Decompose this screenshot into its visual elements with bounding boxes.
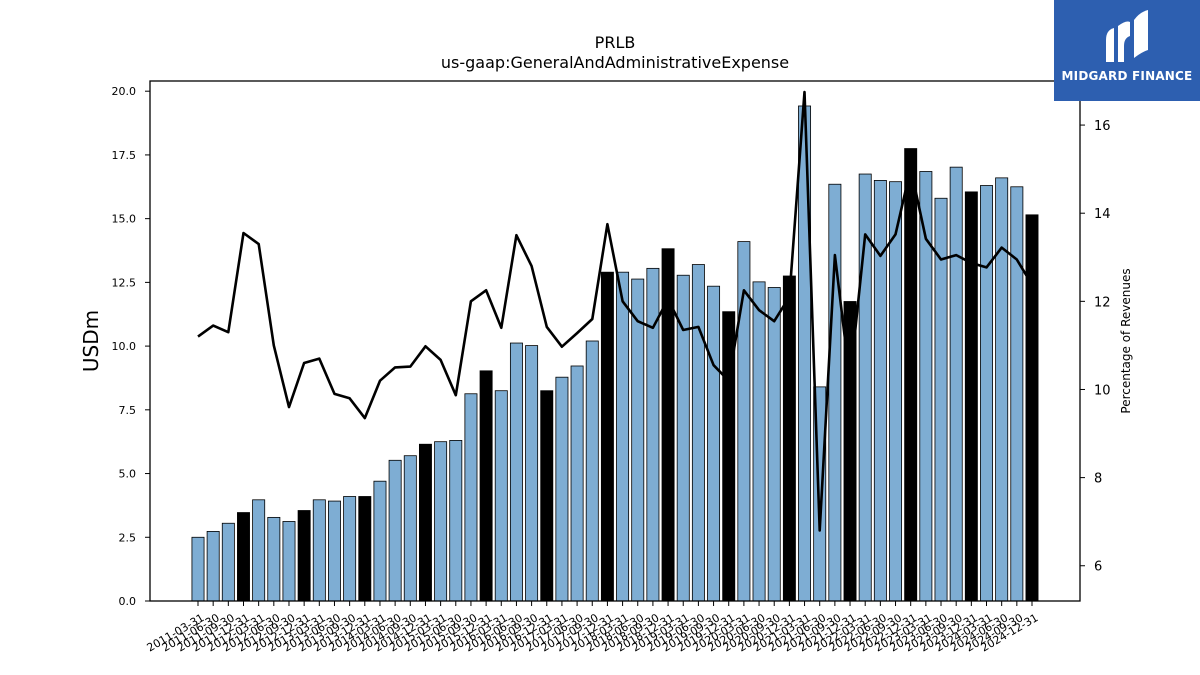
bar [373,480,387,602]
y-tick-label: 5.0 [119,468,137,481]
bar [707,285,721,602]
midgard-finance-logo: MIDGARD FINANCE [1054,0,1200,101]
bar [221,522,235,602]
bar [418,443,432,602]
bar [237,512,250,602]
y-axis-label: USDm [79,310,103,372]
plot-frame [149,80,1081,602]
bar [388,459,402,602]
y2-tick-label: 6 [1094,560,1102,575]
bar [873,180,887,602]
y-tick-label: 20.0 [112,85,137,98]
y-tick-label: 17.5 [112,149,137,162]
bar [494,390,508,602]
chart-title: PRLB [595,33,636,52]
x-axis-ticks: 2011-03-312011-06-302011-09-302011-12-31… [145,601,1041,654]
bar [904,148,918,602]
bar [782,275,796,602]
bar [691,264,705,602]
bar [1025,214,1039,602]
bar [403,455,417,602]
right-axis-ticks: 6 8 10 12 14 16 [1080,119,1111,575]
bar [995,177,1009,602]
y2-tick-label: 12 [1094,295,1111,310]
bar [525,345,539,602]
bar [297,510,311,602]
bar [328,500,341,602]
bar [889,181,902,602]
line-path [197,90,1034,532]
bar [252,499,266,602]
bar [949,166,963,602]
y2-tick-label: 16 [1094,119,1111,134]
bar [828,183,842,602]
bar [1010,186,1024,602]
bar [449,440,463,602]
bar [312,499,326,602]
bar [358,496,372,602]
bar [585,340,599,602]
left-axis-ticks: 0.0 2.5 5.0 7.5 10.0 12.5 15.0 17.5 20.0 [112,85,150,608]
bar [343,496,357,602]
bar [267,516,281,602]
bar [509,342,523,602]
bar [631,278,645,602]
bar [191,536,205,602]
y-tick-label: 15.0 [112,213,137,226]
bar-series [191,105,1039,602]
bar [616,271,630,602]
chart-subtitle: us-gaap:GeneralAndAdministrativeExpense [441,53,789,72]
y2-tick-label: 10 [1094,383,1111,398]
bar [282,521,296,602]
y2-axis-label: Percentage of Revenues [1119,268,1133,413]
bar [555,376,569,602]
y-tick-label: 2.5 [119,531,137,544]
bar [434,441,448,602]
bar [540,390,554,602]
bar [206,531,220,602]
logo-text: MIDGARD FINANCE [1061,69,1193,83]
bar [964,191,978,602]
bar [600,271,614,602]
bar [479,370,493,602]
midgard-logo-icon [1106,10,1148,62]
y-tick-label: 10.0 [112,340,137,353]
bar [752,281,766,602]
line-series [197,90,1034,532]
bar [464,393,478,602]
bar [570,365,584,602]
y2-tick-label: 14 [1094,207,1111,222]
y-tick-label: 12.5 [112,276,137,289]
bar [980,185,993,602]
y-tick-label: 0.0 [119,595,137,608]
y-tick-label: 7.5 [119,404,137,417]
y2-tick-label: 8 [1094,472,1102,487]
bar [767,287,781,602]
